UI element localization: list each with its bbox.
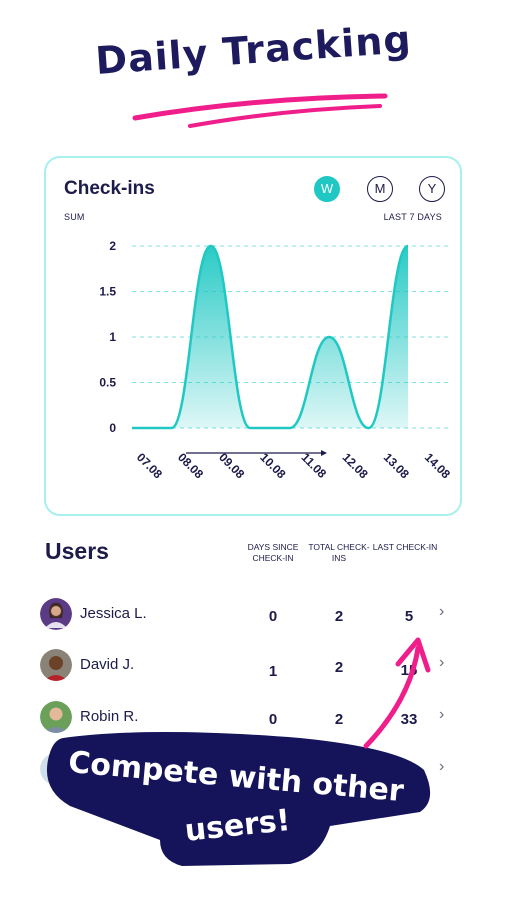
days-since-value: 1 — [268, 663, 278, 680]
user-name: David J. — [80, 656, 135, 673]
x-tick-label: 09.08 — [216, 450, 247, 481]
avatar — [40, 701, 72, 733]
user-row[interactable]: David J. 1 2 15 › — [40, 649, 460, 693]
col-days-since: DAYS SINCE CHECK-IN — [247, 542, 299, 563]
checkins-chart: 0 0.5 1 1.5 2 07.08 08.08 09.08 10.08 11.08 12.08… — [99, 239, 453, 482]
x-tick-label: 12.08 — [340, 450, 371, 481]
user-name: Robin R. — [80, 708, 139, 725]
headline-underline — [132, 93, 388, 128]
axis-arrowhead — [321, 450, 327, 456]
users-title: Users — [45, 538, 109, 564]
days-since-value: 0 — [268, 608, 278, 625]
series-line — [132, 244, 409, 430]
last-checkin-value: 5 — [404, 608, 414, 625]
total-checkins-value: 2 — [334, 659, 344, 676]
user-row[interactable]: Jessica L. 0 2 5 › — [40, 598, 460, 642]
y-tick-label: 0.5 — [99, 376, 116, 390]
days-since-value: 0 — [268, 711, 278, 728]
avatar — [40, 753, 72, 785]
callout-line-2: users! — [183, 802, 292, 849]
avatar — [40, 649, 72, 681]
last-checkin-value: 15 — [400, 662, 418, 679]
col-last-checkin: LAST CHECK-IN — [372, 542, 438, 552]
chevron-right-icon[interactable]: › — [439, 706, 445, 723]
card-title: Check-ins — [64, 178, 155, 199]
y-tick-label: 1.5 — [99, 285, 116, 299]
x-tick-label: 11.08 — [298, 450, 329, 481]
total-checkins-value: 2 — [334, 711, 344, 728]
x-tick-label: 07.08 — [134, 450, 165, 481]
last-checkin-value: 33 — [400, 711, 418, 728]
x-tick-label: 10.08 — [257, 450, 288, 481]
x-tick-label: 14.08 — [422, 450, 453, 481]
chevron-right-icon[interactable]: › — [439, 758, 445, 775]
headline: Daily Tracking — [94, 17, 413, 83]
metric-label: SUM — [64, 212, 85, 222]
total-checkins-value: 2 — [334, 608, 344, 625]
chevron-right-icon[interactable]: › — [439, 654, 445, 671]
period-year-button[interactable]: Y — [419, 176, 445, 202]
area-fill — [132, 246, 408, 428]
x-tick-label: 13.08 — [381, 450, 412, 481]
user-row[interactable]: Robin R. 0 2 33 › — [40, 701, 460, 745]
y-tick-label: 1 — [109, 330, 116, 344]
checkins-card: Check-ins W M Y SUM LAST 7 DAYS 0 0.5 1 1.5… — [44, 156, 462, 516]
user-name: Jessica L. — [80, 605, 147, 622]
y-tick-label: 0 — [109, 421, 116, 435]
y-tick-label: 2 — [109, 239, 116, 253]
period-month-button[interactable]: M — [367, 176, 393, 202]
x-tick-label: 08.08 — [175, 450, 206, 481]
range-label: LAST 7 DAYS — [383, 212, 442, 222]
period-week-button[interactable]: W — [314, 176, 340, 202]
user-row[interactable]: › — [40, 753, 460, 797]
avatar — [40, 598, 72, 630]
chevron-right-icon[interactable]: › — [439, 603, 445, 620]
col-total-checkins: TOTAL CHECK-INS — [308, 542, 370, 563]
